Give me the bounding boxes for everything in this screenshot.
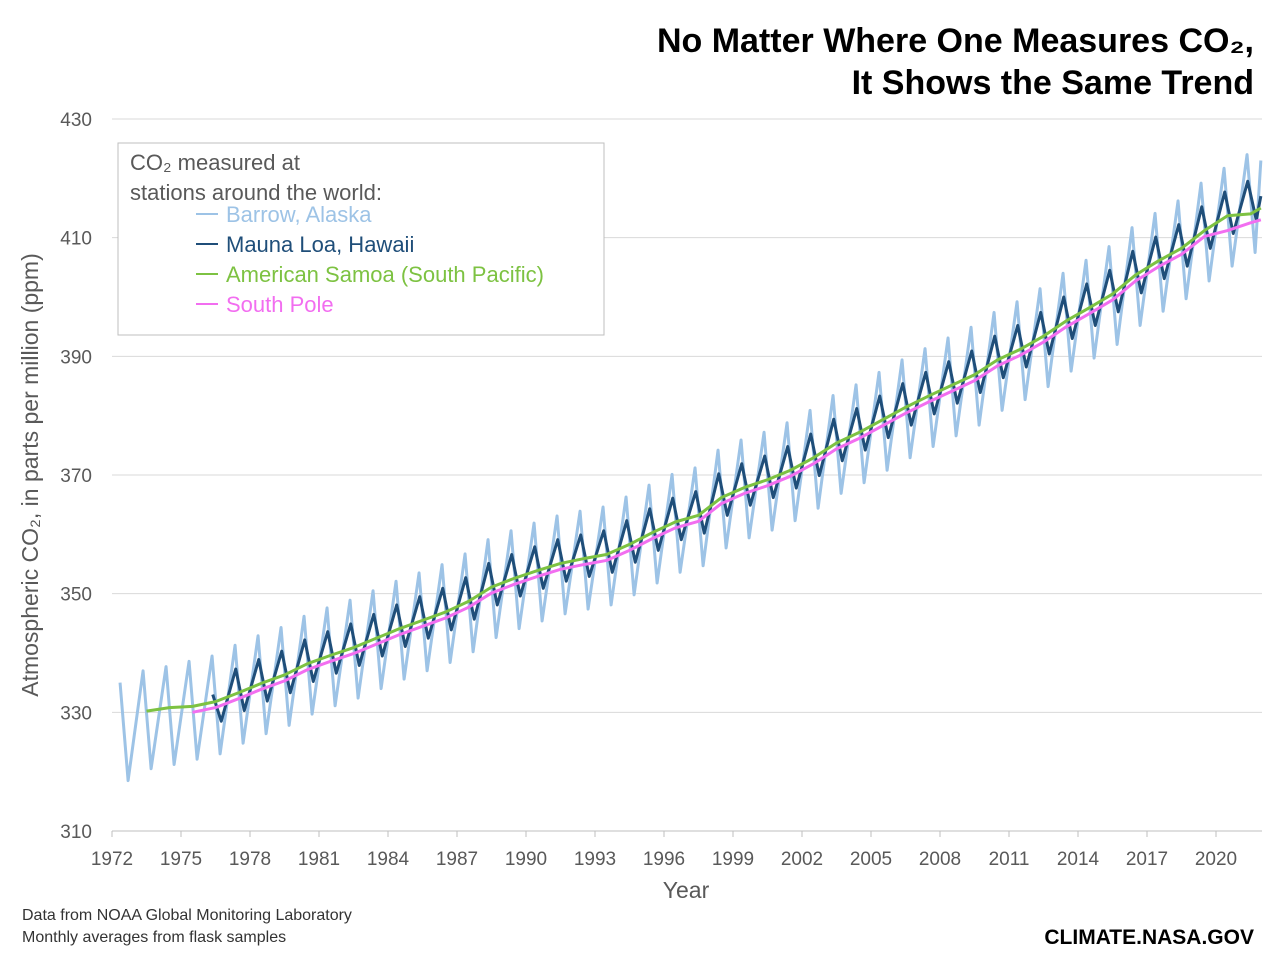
legend-title: stations around the world: <box>130 180 382 205</box>
y-tick-label: 350 <box>60 585 92 606</box>
x-tick-label: 1993 <box>574 849 616 870</box>
y-tick-label: 410 <box>60 229 92 250</box>
y-tick-label: 330 <box>60 703 92 724</box>
series-line <box>146 206 1262 713</box>
legend: Barrow, Alaska Mauna Loa, Hawaii American … <box>196 202 544 317</box>
x-tick-label: 2020 <box>1195 849 1237 870</box>
x-tick-label: 1999 <box>712 849 754 870</box>
credit: CLIMATE.NASA.GOV <box>1044 926 1254 949</box>
chart-title: It Shows the Same Trend <box>852 64 1254 102</box>
x-tick-label: 1996 <box>643 849 685 870</box>
x-tick-label: 2005 <box>850 849 892 870</box>
footnote: Monthly averages from flask samples <box>22 929 286 946</box>
chart-title: No Matter Where One Measures CO₂, <box>657 22 1254 60</box>
legend-label: South Pole <box>226 292 334 317</box>
x-tick-label: 1975 <box>160 849 202 870</box>
x-tick-label: 1987 <box>436 849 478 870</box>
x-tick-label: 1978 <box>229 849 271 870</box>
y-tick-label: 370 <box>60 466 92 487</box>
x-tick-label: 1972 <box>91 849 133 870</box>
series-line <box>118 153 1263 783</box>
legend-title: CO₂ measured at <box>130 150 300 175</box>
x-tick-label: 1990 <box>505 849 547 870</box>
x-tick-label: 2002 <box>781 849 823 870</box>
legend-label: American Samoa (South Pacific) <box>226 262 544 287</box>
y-tick-label: 430 <box>60 110 92 131</box>
y-axis-label: Atmospheric CO₂, in parts per million (p… <box>17 253 43 697</box>
x-tick-label: 2014 <box>1057 849 1100 870</box>
x-tick-label: 2017 <box>1126 849 1168 870</box>
x-axis-label: Year <box>663 877 710 903</box>
y-tick-label: 390 <box>60 347 92 368</box>
x-tick-label: 2008 <box>919 849 961 870</box>
x-tick-label: 1981 <box>298 849 340 870</box>
series-line <box>192 218 1262 714</box>
x-tick-label: 1984 <box>367 849 410 870</box>
footnote: Data from NOAA Global Monitoring Laborat… <box>22 907 352 924</box>
x-tick-label: 2011 <box>989 849 1030 870</box>
legend-label: Barrow, Alaska <box>226 202 372 227</box>
y-tick-label: 310 <box>60 822 92 843</box>
legend-label: Mauna Loa, Hawaii <box>226 232 414 257</box>
